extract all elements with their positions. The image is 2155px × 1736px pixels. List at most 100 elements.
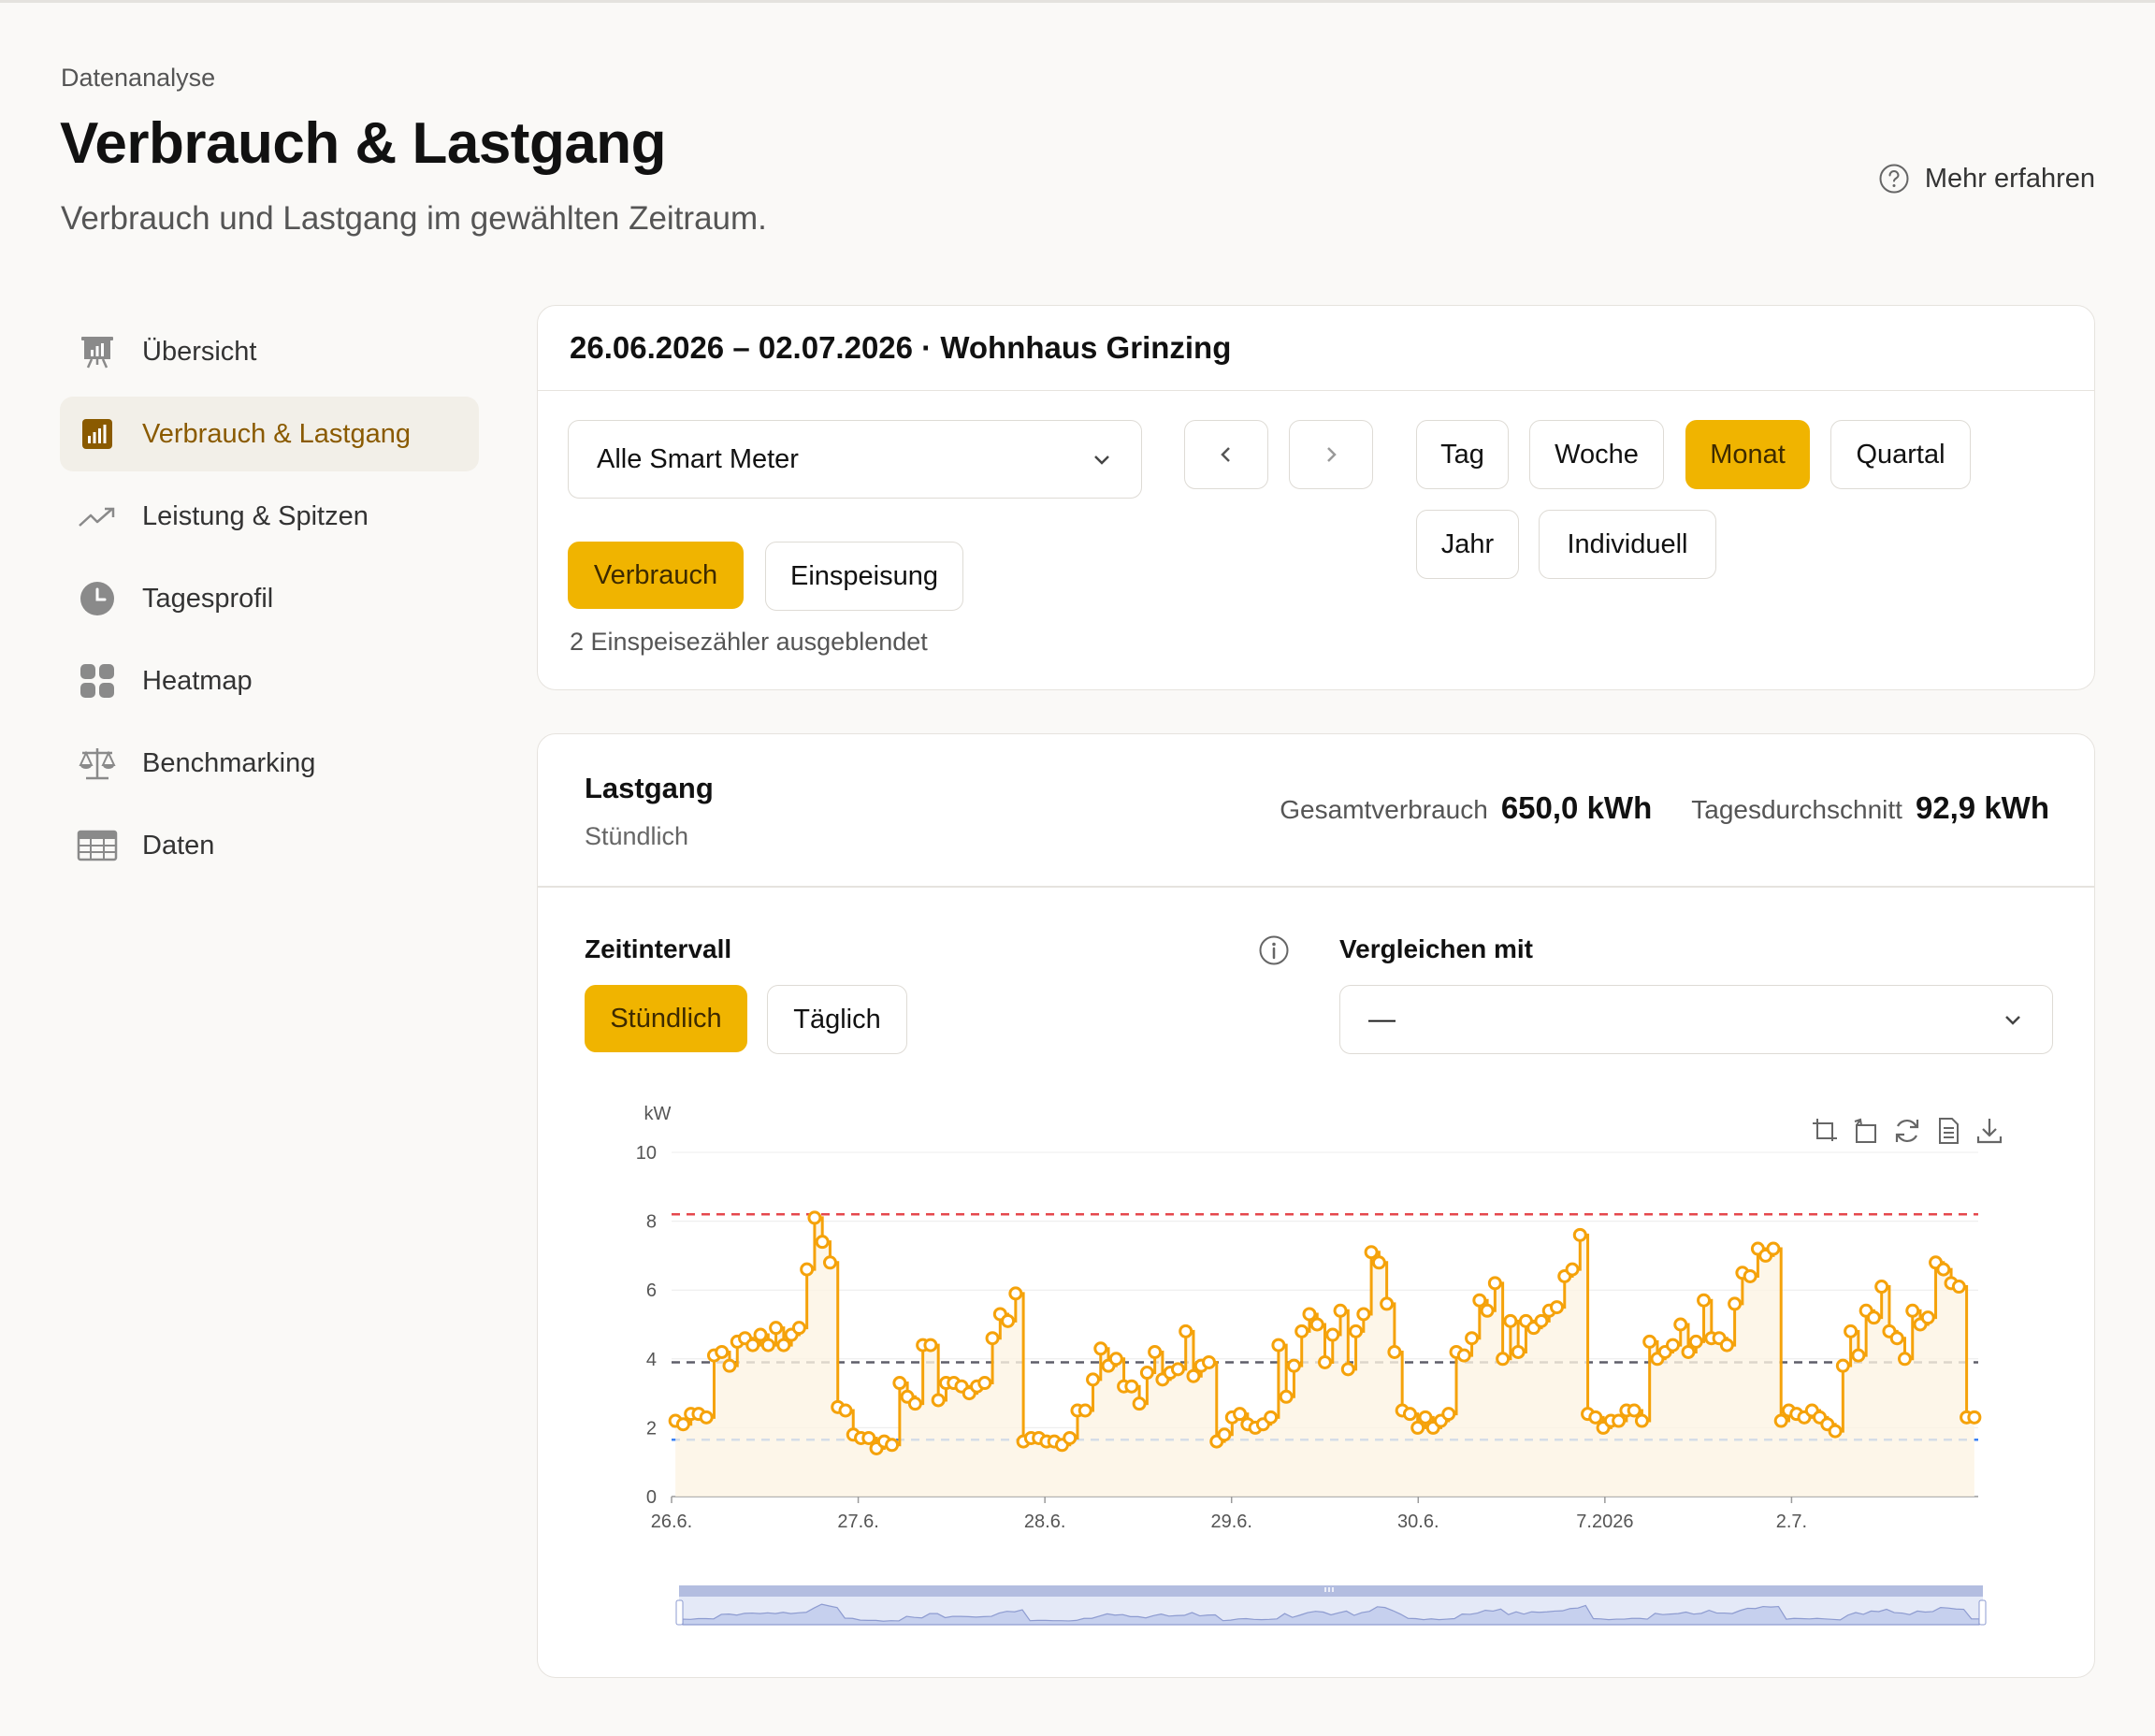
data-point[interactable] [1349, 1324, 1364, 1338]
data-point[interactable] [1124, 1379, 1139, 1394]
data-point[interactable] [1920, 1310, 1935, 1325]
data-point[interactable] [1472, 1293, 1487, 1308]
data-point[interactable] [1480, 1303, 1495, 1318]
data-point[interactable] [1410, 1420, 1425, 1435]
data-point[interactable] [1108, 1352, 1123, 1367]
sidebar-item-heatmap[interactable]: Heatmap [60, 644, 479, 718]
zoom-select-icon[interactable] [1810, 1116, 1840, 1146]
data-point[interactable] [1325, 1327, 1340, 1342]
data-point[interactable] [1627, 1403, 1642, 1418]
data-point[interactable] [1496, 1352, 1511, 1367]
data-point[interactable] [907, 1396, 922, 1411]
data-point[interactable] [1487, 1276, 1502, 1291]
period-quartal-button[interactable]: Quartal [1830, 420, 1971, 489]
sidebar-item-uebersicht[interactable]: Übersicht [60, 314, 479, 389]
data-point[interactable] [1612, 1413, 1627, 1428]
data-point[interactable] [1286, 1358, 1301, 1373]
data-point[interactable] [1387, 1344, 1402, 1359]
interval-daily-button[interactable]: Täglich [767, 985, 907, 1054]
data-point[interactable] [675, 1417, 690, 1432]
sidebar-item-verbrauch-lastgang[interactable]: Verbrauch & Lastgang [60, 397, 479, 471]
data-point[interactable] [1170, 1362, 1185, 1377]
learn-more-link[interactable]: Mehr erfahren [1878, 163, 2095, 195]
refresh-icon[interactable] [1892, 1116, 1922, 1146]
data-point[interactable] [1302, 1307, 1317, 1322]
data-point[interactable] [1511, 1344, 1526, 1359]
data-point[interactable] [1456, 1348, 1471, 1363]
zoom-slider-grip-icon[interactable] [1324, 1587, 1334, 1592]
zoom-reset-icon[interactable] [1851, 1116, 1881, 1146]
data-point[interactable] [1364, 1245, 1379, 1260]
data-point[interactable] [822, 1255, 837, 1270]
data-point[interactable] [1697, 1293, 1712, 1308]
data-point[interactable] [1078, 1403, 1092, 1418]
data-point[interactable] [1001, 1313, 1016, 1328]
data-point[interactable] [745, 1338, 760, 1353]
data-point[interactable] [1905, 1303, 1920, 1318]
data-point[interactable] [1008, 1286, 1023, 1301]
data-point[interactable] [1139, 1366, 1154, 1381]
data-point[interactable] [1565, 1262, 1580, 1277]
data-point[interactable] [1634, 1413, 1649, 1428]
zoom-slider-right-handle[interactable] [1978, 1599, 1987, 1626]
data-point[interactable] [1086, 1372, 1101, 1387]
data-point[interactable] [977, 1376, 992, 1391]
data-point[interactable] [699, 1410, 714, 1425]
data-point[interactable] [1743, 1268, 1757, 1283]
data-point[interactable] [1202, 1354, 1217, 1369]
data-point[interactable] [753, 1327, 768, 1342]
data-point[interactable] [1936, 1262, 1951, 1277]
sidebar-item-daten[interactable]: Daten [60, 808, 479, 883]
data-point[interactable] [1688, 1334, 1703, 1349]
data-point[interactable] [1844, 1324, 1859, 1338]
data-point[interactable] [715, 1344, 730, 1359]
data-point[interactable] [1967, 1410, 1982, 1425]
data-point[interactable] [1588, 1410, 1603, 1425]
data-point[interactable] [1665, 1338, 1680, 1353]
data-point[interactable] [1402, 1407, 1417, 1422]
data-point[interactable] [1465, 1331, 1480, 1346]
mode-einspeisung-button[interactable]: Einspeisung [765, 542, 963, 611]
data-point[interactable] [1380, 1296, 1395, 1311]
data-point[interactable] [1719, 1338, 1734, 1353]
data-point[interactable] [1148, 1344, 1163, 1359]
data-point[interactable] [1093, 1341, 1108, 1356]
data-point[interactable] [1186, 1368, 1201, 1383]
data-point[interactable] [892, 1376, 907, 1391]
data-point[interactable] [1828, 1424, 1843, 1439]
data-point[interactable] [1642, 1334, 1657, 1349]
data-point[interactable] [1866, 1310, 1881, 1325]
data-point[interactable] [1773, 1413, 1788, 1428]
data-zoom-slider[interactable] [675, 1585, 1987, 1626]
info-icon[interactable] [1258, 934, 1290, 966]
data-point[interactable] [1549, 1300, 1564, 1315]
data-view-icon[interactable] [1933, 1116, 1963, 1146]
data-point[interactable] [1728, 1296, 1743, 1311]
data-point[interactable] [1534, 1313, 1549, 1328]
previous-period-button[interactable] [1184, 420, 1268, 489]
data-point[interactable] [1897, 1352, 1912, 1367]
period-woche-button[interactable]: Woche [1529, 420, 1664, 489]
data-point[interactable] [1681, 1344, 1696, 1359]
data-point[interactable] [1132, 1396, 1147, 1411]
data-point[interactable] [861, 1430, 876, 1445]
data-point[interactable] [1673, 1317, 1688, 1332]
data-point[interactable] [885, 1438, 900, 1453]
data-point[interactable] [1294, 1324, 1309, 1338]
data-point[interactable] [1356, 1307, 1371, 1322]
data-point[interactable] [931, 1393, 946, 1408]
period-tag-button[interactable]: Tag [1416, 420, 1509, 489]
period-jahr-button[interactable]: Jahr [1416, 510, 1519, 579]
sidebar-item-benchmarking[interactable]: Benchmarking [60, 726, 479, 801]
download-icon[interactable] [1974, 1116, 2004, 1146]
data-point[interactable] [1766, 1241, 1781, 1256]
data-point[interactable] [791, 1321, 806, 1336]
data-point[interactable] [1333, 1303, 1348, 1318]
data-point[interactable] [722, 1358, 737, 1373]
data-point[interactable] [1441, 1407, 1456, 1422]
interval-hourly-button[interactable]: Stündlich [585, 985, 747, 1052]
mode-verbrauch-button[interactable]: Verbrauch [568, 542, 744, 609]
data-point[interactable] [769, 1321, 784, 1336]
data-point[interactable] [1418, 1410, 1433, 1425]
data-point[interactable] [1835, 1358, 1850, 1373]
